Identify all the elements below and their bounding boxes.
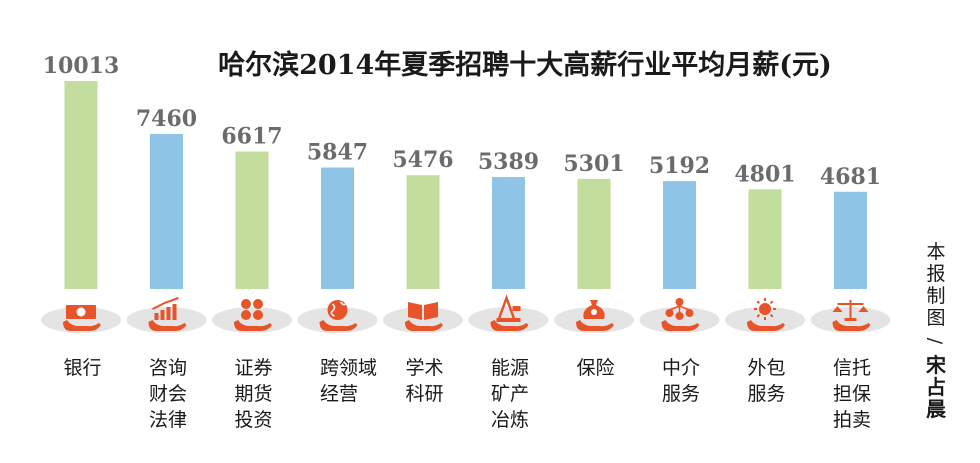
sun-icon <box>747 298 785 331</box>
credit-author-char-1: 占 <box>926 375 946 399</box>
icon-disc-4 <box>383 307 463 333</box>
money-bag-icon <box>576 300 614 331</box>
bar-7 <box>663 181 696 289</box>
bar-5 <box>492 177 525 289</box>
credit-author-char-2: 晨 <box>926 397 947 421</box>
bar-6 <box>577 178 611 289</box>
credit-char-1: 报 <box>926 263 945 285</box>
credit-separator: / <box>924 338 946 345</box>
bar-8 <box>748 189 782 289</box>
chart-growth-icon <box>148 297 187 331</box>
money-icon <box>63 305 101 331</box>
scales-icon <box>832 300 871 331</box>
bars-group <box>64 81 867 289</box>
globe-icon <box>319 300 358 331</box>
discs-group <box>41 307 891 333</box>
bar-4 <box>406 175 440 289</box>
chart-title: 哈尔滨2014年夏季招聘十大高薪行业平均月薪(元) <box>218 49 832 81</box>
bar-3 <box>321 167 354 289</box>
bar-9 <box>834 191 867 289</box>
value-labels-group: 10013 7460 6617 5847 5476 5389 5301 5192 4801 468… <box>43 53 881 190</box>
value-label-3: 5847 <box>307 140 368 166</box>
bar-2 <box>235 151 269 289</box>
icon-disc-2 <box>212 307 292 333</box>
bar-0 <box>64 81 98 289</box>
icons-group <box>63 294 871 331</box>
value-label-6: 5301 <box>563 151 624 177</box>
book-icon <box>405 302 443 331</box>
category-label-1: 咨询财会法律 <box>149 357 187 431</box>
value-label-5: 5389 <box>478 149 539 175</box>
value-label-8: 4801 <box>734 161 795 187</box>
coins-icon <box>234 299 272 331</box>
category-label-6: 保险 <box>577 357 615 379</box>
value-label-9: 4681 <box>820 164 881 190</box>
category-label-9: 信托担保拍卖 <box>833 357 871 431</box>
value-label-0: 10013 <box>43 53 120 79</box>
category-label-0: 银行 <box>64 357 102 379</box>
people-network-icon <box>661 298 700 331</box>
credit-char-0: 本 <box>926 241 945 263</box>
value-label-2: 6617 <box>221 124 282 150</box>
category-label-2: 证券期货投资 <box>235 357 273 431</box>
icon-disc-0 <box>41 307 121 333</box>
category-label-3: 跨领域经营 <box>320 357 377 405</box>
category-label-8: 外包服务 <box>748 357 786 405</box>
bar-1 <box>150 134 183 289</box>
value-label-1: 7460 <box>136 106 197 132</box>
credit-char-2: 制 <box>926 285 945 307</box>
value-label-4: 5476 <box>392 147 453 173</box>
category-label-4: 学术科研 <box>406 357 444 405</box>
oil-rig-icon <box>490 294 529 331</box>
category-label-7: 中介服务 <box>662 357 700 405</box>
credit-char-3: 图 <box>926 307 945 329</box>
credit-author-char-0: 宋 <box>926 353 946 377</box>
category-label-5: 能源矿产冶炼 <box>491 357 529 431</box>
icon-disc-6 <box>554 307 634 333</box>
value-label-7: 5192 <box>649 153 710 179</box>
